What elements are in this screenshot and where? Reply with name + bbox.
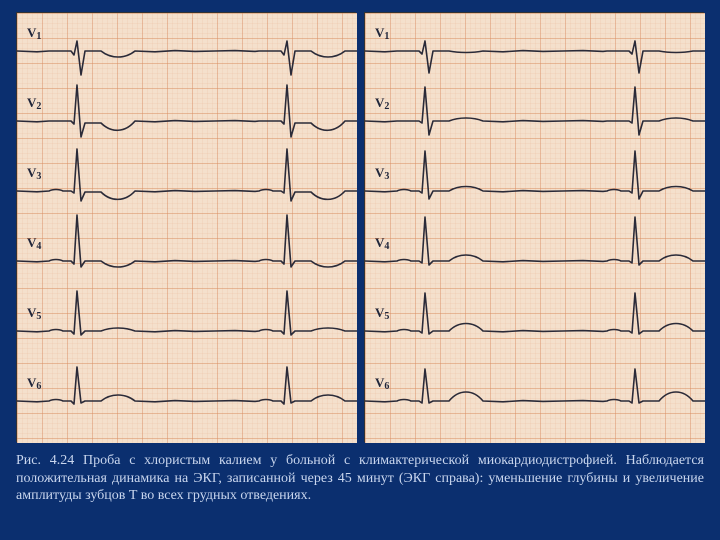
- slide: V1V2V3V4V5V6 V1V2V3V4V5V6 Рис. 4.24 Проб…: [0, 0, 720, 540]
- ecg-panel-before: V1V2V3V4V5V6: [16, 12, 356, 442]
- ecg-panel-after: V1V2V3V4V5V6: [364, 12, 704, 442]
- ecg-panels: V1V2V3V4V5V6 V1V2V3V4V5V6: [16, 12, 704, 442]
- figure-caption: Рис. 4.24 Проба с хлористым калием у бол…: [16, 452, 704, 505]
